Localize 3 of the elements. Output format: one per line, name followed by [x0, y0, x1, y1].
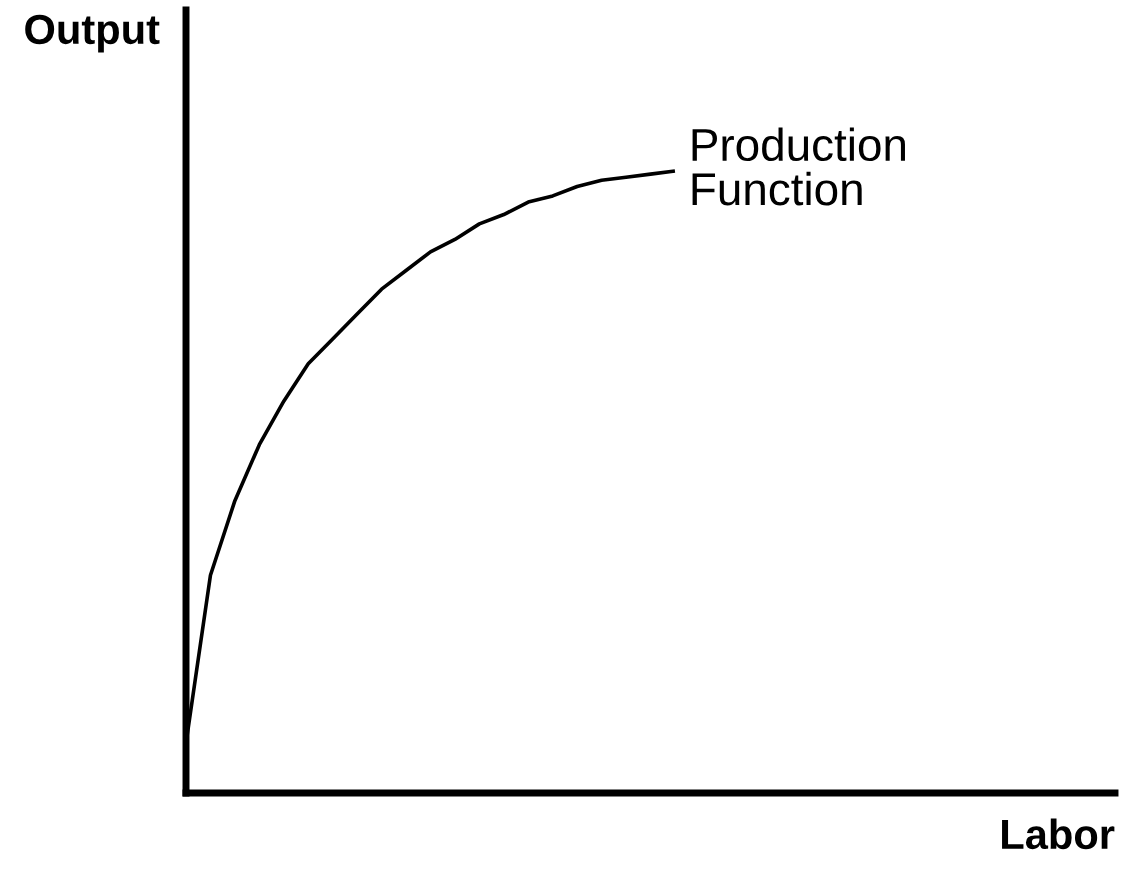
x-axis-title: Labor	[1002, 818, 1115, 850]
y-axis-title: Output	[25, 14, 160, 53]
series-label: Production Function	[692, 127, 905, 206]
